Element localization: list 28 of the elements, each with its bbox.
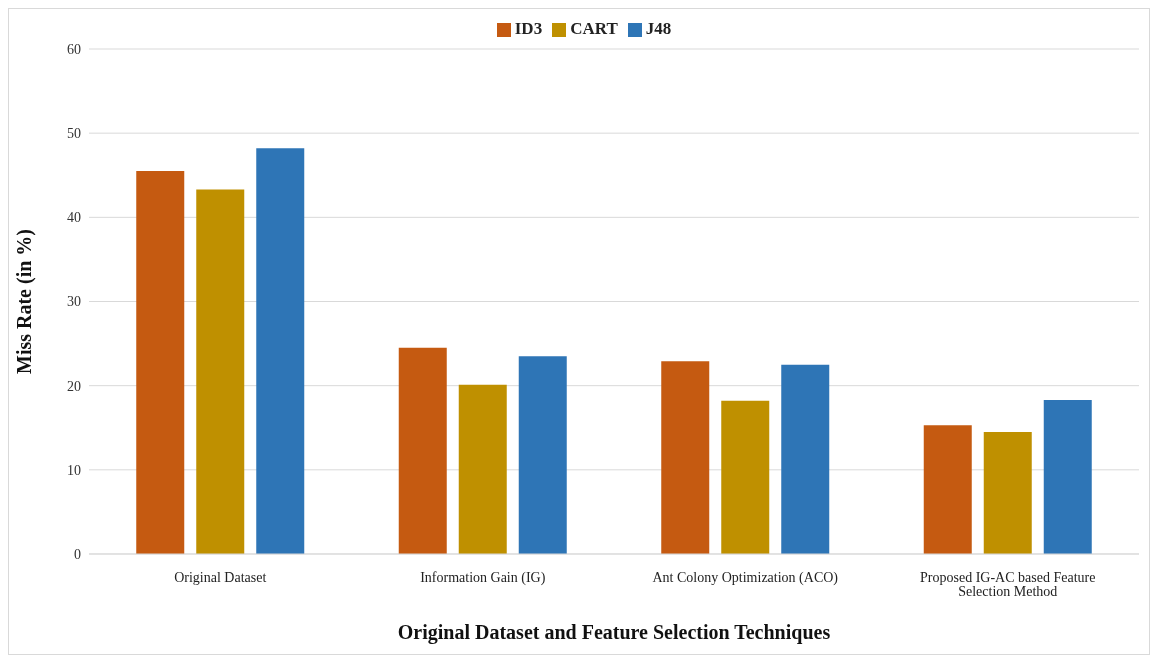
y-tick-label: 30 — [67, 294, 81, 310]
y-tick-label: 20 — [67, 378, 81, 394]
bar — [458, 384, 507, 554]
y-tick-label: 60 — [67, 41, 81, 57]
bar — [721, 400, 770, 554]
bar — [518, 356, 567, 554]
bar — [256, 148, 305, 554]
bar — [398, 347, 447, 554]
legend-label: ID3 — [514, 19, 543, 38]
bar — [781, 364, 830, 554]
y-tick-label: 10 — [67, 462, 81, 478]
x-axis-title: Original Dataset and Feature Selection Techniques — [397, 621, 831, 644]
bar — [923, 425, 972, 554]
bar — [983, 431, 1032, 554]
y-axis-title: Miss Rate (in %) — [13, 229, 37, 374]
bar — [196, 189, 245, 554]
bar — [1043, 399, 1092, 554]
bar — [136, 171, 185, 554]
y-tick-label: 0 — [74, 546, 81, 562]
x-tick-label: Ant Colony Optimization (ACO) — [652, 569, 839, 586]
legend-label: J48 — [645, 19, 672, 38]
x-tick-label: Proposed IG-AC based Feature Selection Method — [920, 569, 1096, 599]
bar — [661, 361, 710, 554]
y-tick-label: 40 — [67, 210, 81, 226]
legend-label: CART — [570, 19, 618, 38]
x-tick-label: Original Dataset — [174, 569, 267, 585]
x-tick-label: Information Gain (IG) — [420, 569, 546, 586]
y-tick-label: 50 — [67, 126, 81, 142]
